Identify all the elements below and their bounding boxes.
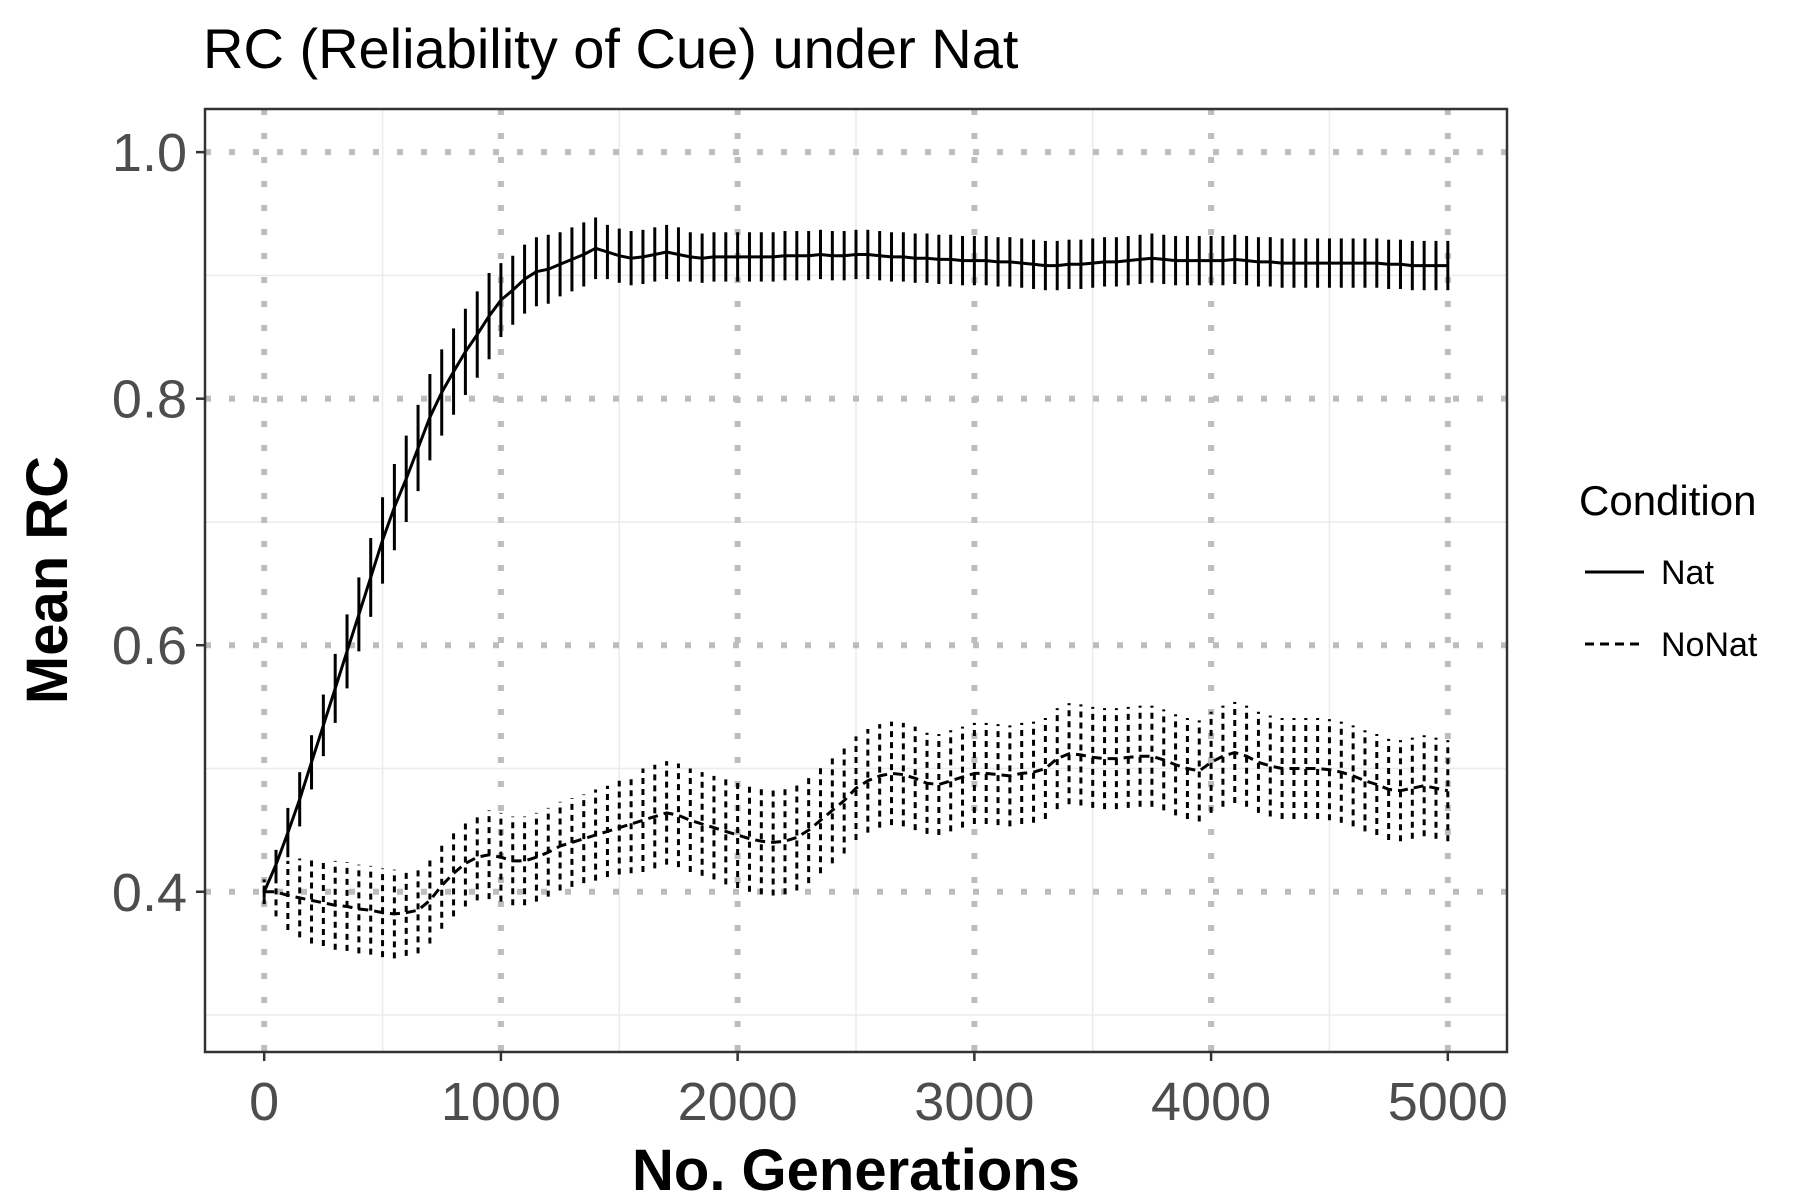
chart-title: RC (Reliability of Cue) under Nat	[203, 17, 1019, 80]
x-axis-title: No. Generations	[632, 1138, 1080, 1200]
series-nat	[262, 217, 1450, 898]
plot-border	[203, 107, 1509, 1054]
line-nonat	[264, 751, 1449, 916]
y-axis-title: Mean RC	[15, 456, 80, 704]
series-layer	[262, 217, 1450, 959]
y-tick-label: 1.0	[112, 123, 187, 183]
x-tick-label: 4000	[1151, 1072, 1271, 1132]
legend: Condition Nat NoNat	[1579, 477, 1758, 664]
y-tick-label: 0.4	[112, 863, 187, 923]
legend-label-nat: Nat	[1661, 554, 1714, 592]
x-tick-label: 1000	[441, 1072, 561, 1132]
line-nat	[262, 246, 1448, 893]
x-tick-label: 0	[249, 1072, 279, 1132]
y-axis: 0.4 0.6 0.8 1.0	[112, 123, 205, 923]
major-gridlines	[205, 109, 1507, 1052]
legend-title: Condition	[1579, 477, 1756, 524]
series-nonat	[262, 701, 1450, 959]
x-axis: 0 1000 2000 3000 4000 5000	[249, 1052, 1508, 1132]
x-tick-label: 3000	[914, 1072, 1034, 1132]
y-tick-label: 0.8	[112, 370, 187, 430]
x-tick-label: 5000	[1388, 1072, 1508, 1132]
y-tick-label: 0.6	[112, 616, 187, 676]
legend-label-nonat: NoNat	[1661, 626, 1758, 664]
x-tick-label: 2000	[678, 1072, 798, 1132]
